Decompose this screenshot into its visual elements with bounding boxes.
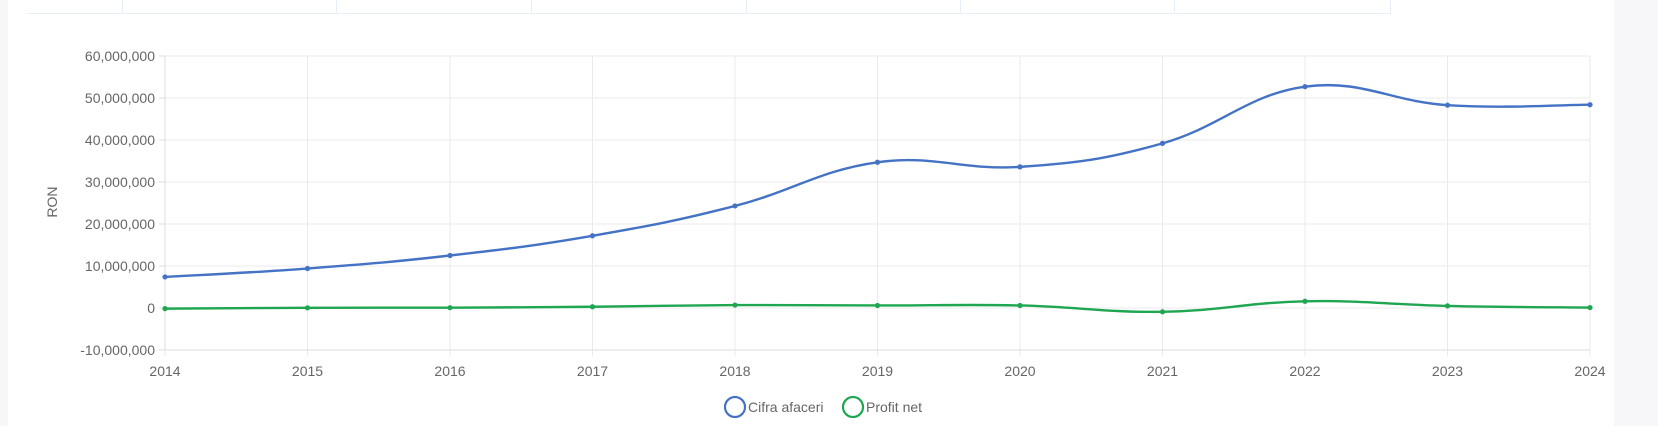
data-point[interactable] (447, 252, 453, 259)
legend-label: Profit net (866, 399, 922, 415)
y-axis-ticks: 60,000,000 50,000,000 40,000,000 30,000,000… (80, 48, 155, 358)
legend-item[interactable]: Profit net (841, 395, 922, 419)
x-tick-label: 2021 (1147, 363, 1178, 379)
y-tick-label: 40,000,000 (85, 132, 155, 148)
tab[interactable] (26, 0, 123, 14)
x-tick-label: 2015 (292, 363, 323, 379)
data-point[interactable] (1159, 140, 1166, 146)
series-lines (162, 83, 1593, 315)
y-axis-label: RON (44, 186, 60, 217)
y-tick-label: 30,000,000 (85, 174, 155, 190)
tab[interactable] (532, 0, 747, 14)
y-tick-label: 50,000,000 (85, 90, 155, 106)
legend: Cifra afaceri Profit net (723, 395, 922, 419)
tab[interactable] (337, 0, 532, 14)
data-point[interactable] (1017, 164, 1023, 170)
data-point[interactable] (589, 233, 596, 239)
data-point[interactable] (447, 305, 453, 311)
x-tick-label: 2016 (434, 363, 465, 379)
data-point[interactable] (1017, 302, 1023, 309)
data-point[interactable] (304, 305, 311, 311)
data-point[interactable] (1302, 84, 1308, 90)
grid-lines (159, 55, 1591, 356)
data-point[interactable] (162, 306, 168, 312)
data-point[interactable] (1444, 303, 1451, 309)
y-tick-label: 20,000,000 (85, 216, 155, 232)
tab[interactable] (747, 0, 961, 14)
x-tick-label: 2019 (862, 363, 893, 379)
legend-label: Cifra afaceri (748, 399, 823, 415)
data-point[interactable] (1444, 102, 1451, 108)
data-point[interactable] (1159, 309, 1166, 315)
x-tick-label: 2024 (1574, 363, 1605, 379)
data-point[interactable] (874, 159, 881, 165)
tab[interactable] (123, 0, 337, 14)
y-tick-label: 60,000,000 (85, 48, 155, 64)
x-tick-label: 2014 (149, 363, 180, 379)
data-point[interactable] (874, 302, 881, 309)
tab[interactable] (1175, 0, 1391, 14)
x-tick-label: 2018 (719, 363, 750, 379)
data-point[interactable] (732, 203, 738, 209)
x-tick-label: 2020 (1004, 363, 1035, 379)
legend-item[interactable]: Cifra afaceri (723, 395, 823, 419)
x-tick-label: 2017 (577, 363, 608, 379)
x-tick-label: 2023 (1432, 363, 1463, 379)
y-tick-label: -10,000,000 (80, 342, 155, 358)
legend-marker (723, 395, 747, 419)
data-point[interactable] (304, 265, 311, 272)
y-tick-label: 10,000,000 (85, 258, 155, 274)
tab[interactable] (961, 0, 1175, 14)
data-point[interactable] (1587, 102, 1593, 108)
x-axis-ticks: 2014 2015 2016 2017 2018 2019 2020 2021 2022 2023… (149, 363, 1605, 379)
legend-marker (841, 395, 865, 419)
data-point[interactable] (162, 274, 168, 280)
chart-card (8, 0, 1614, 426)
top-tab-strip (26, 0, 1626, 14)
y-tick-label: 0 (147, 300, 155, 316)
data-point[interactable] (732, 302, 738, 308)
data-point[interactable] (1302, 298, 1308, 304)
data-point[interactable] (589, 304, 596, 310)
data-point[interactable] (1587, 304, 1593, 311)
x-tick-label: 2022 (1289, 363, 1320, 379)
